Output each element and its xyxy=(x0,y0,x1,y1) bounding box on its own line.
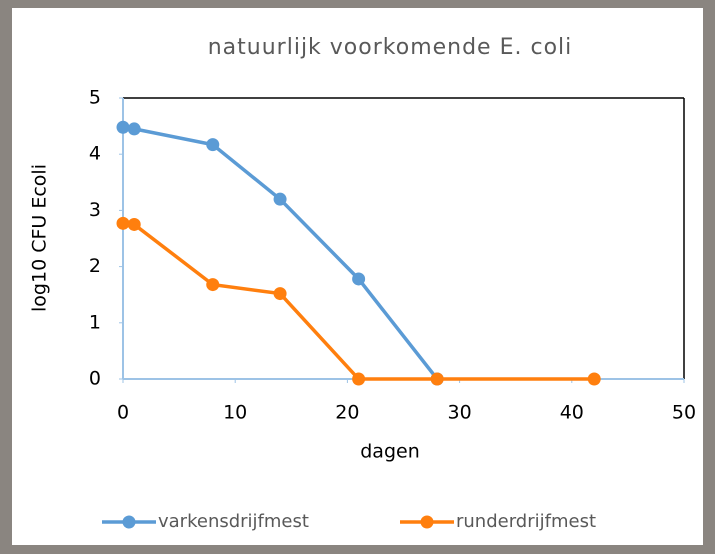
y-tick-label: 0 xyxy=(89,368,101,390)
data-point xyxy=(587,372,601,386)
y-axis-label: log10 CFU Ecoli xyxy=(29,164,51,312)
data-point xyxy=(273,192,287,206)
data-point xyxy=(352,372,366,386)
legend-label: runderdrijfmest xyxy=(456,511,596,532)
data-point xyxy=(116,216,130,230)
legend-marker xyxy=(122,515,136,529)
data-point xyxy=(206,138,220,152)
legend-label: varkensdrijfmest xyxy=(158,511,309,532)
x-tick-label: 10 xyxy=(223,402,247,424)
x-tick-label: 50 xyxy=(672,402,696,424)
data-point xyxy=(206,278,220,292)
x-axis-label: dagen xyxy=(360,441,420,463)
x-tick-label: 30 xyxy=(448,402,472,424)
y-tick-label: 5 xyxy=(89,87,101,109)
y-tick-label: 1 xyxy=(89,311,101,333)
data-point xyxy=(352,272,366,286)
x-tick-label: 0 xyxy=(117,402,129,424)
data-point xyxy=(116,120,130,134)
data-point xyxy=(127,217,141,231)
legend-marker xyxy=(420,515,434,529)
y-tick-label: 2 xyxy=(89,255,101,277)
data-point xyxy=(273,287,287,301)
x-tick-label: 40 xyxy=(560,402,584,424)
data-point xyxy=(127,122,141,136)
y-tick-label: 3 xyxy=(89,199,101,221)
x-tick-label: 20 xyxy=(335,402,359,424)
chart-title: natuurlijk voorkomende E. coli xyxy=(208,35,573,60)
y-tick-label: 4 xyxy=(89,143,101,165)
data-point xyxy=(430,372,444,386)
